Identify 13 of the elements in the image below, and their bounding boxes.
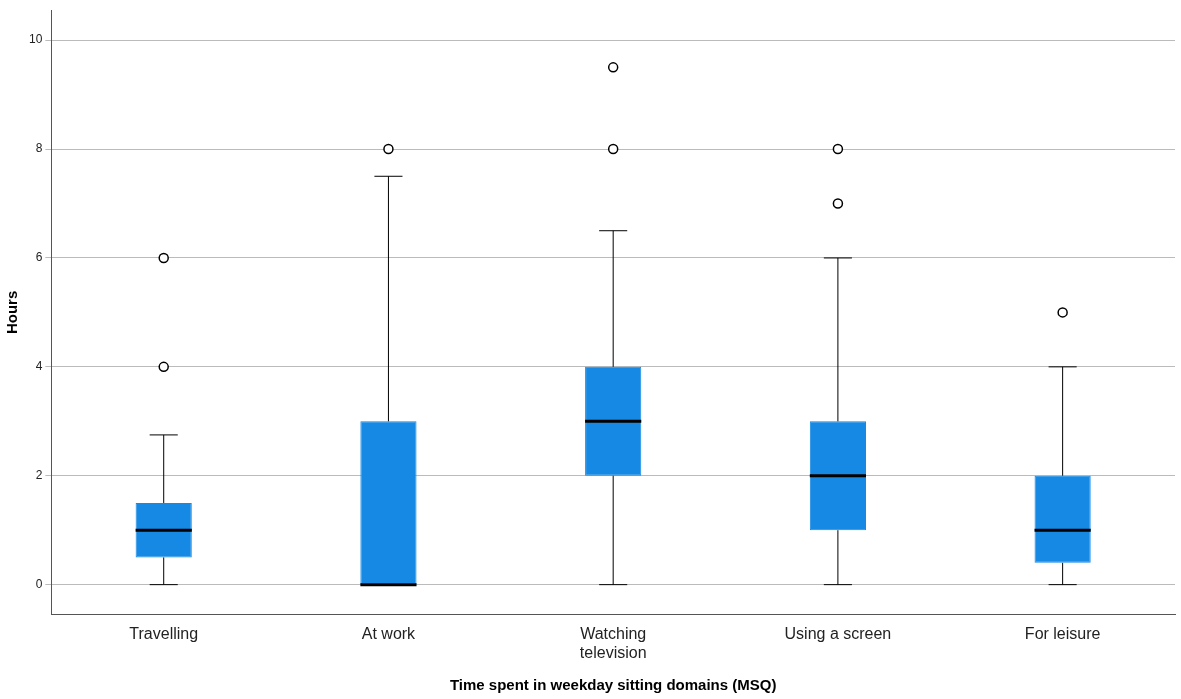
y-tick-label: 4 <box>35 359 43 374</box>
y-tick-label: 8 <box>35 141 43 156</box>
x-tick-label: Travelling <box>129 624 199 642</box>
y-axis-title: Hours <box>3 290 21 335</box>
y-tick-label: 2 <box>35 468 43 483</box>
x-tick-label: For leisure <box>1024 624 1101 642</box>
x-tick-label: Using a screen <box>784 624 892 642</box>
x-tick-label: At work <box>361 624 417 642</box>
x-axis-title: Time spent in weekday sitting domains (MSQ) <box>449 676 777 694</box>
y-tick-label: 6 <box>35 250 43 265</box>
y-tick-label: 10 <box>28 32 43 47</box>
y-tick-label: 0 <box>35 576 43 591</box>
x-tick-label: Watching television <box>579 624 647 661</box>
